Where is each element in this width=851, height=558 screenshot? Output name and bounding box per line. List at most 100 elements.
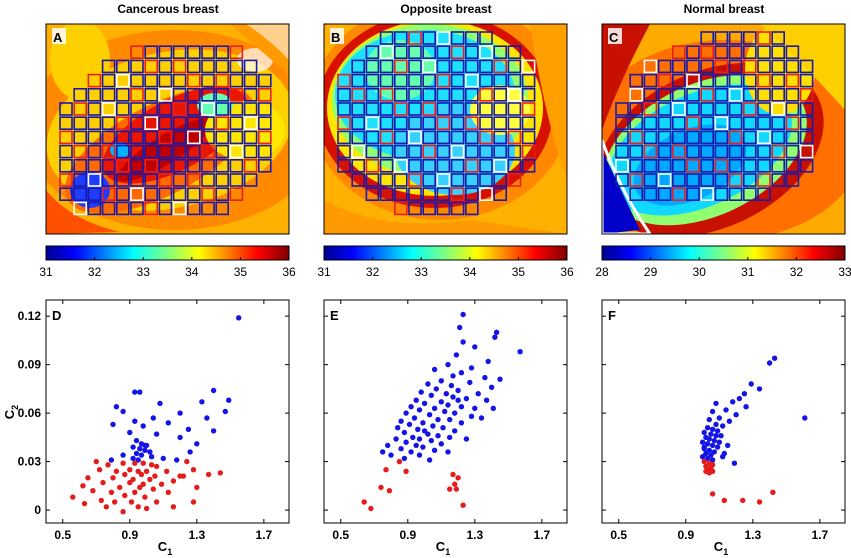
scatter-point-blue bbox=[713, 433, 719, 439]
scatter-point-blue bbox=[148, 454, 155, 460]
scatter-point-blue bbox=[766, 360, 773, 366]
roi-square bbox=[73, 187, 87, 201]
roi-square bbox=[450, 130, 465, 145]
scatter-point-red bbox=[180, 473, 187, 479]
scatter-point-blue bbox=[714, 444, 721, 450]
scatter-point-red bbox=[708, 467, 714, 473]
scatter-point-blue bbox=[463, 395, 470, 402]
roi-square bbox=[671, 130, 686, 145]
roi-square bbox=[728, 130, 743, 145]
roi-square bbox=[337, 73, 351, 88]
scatter-point-blue bbox=[482, 374, 488, 381]
roi-square bbox=[479, 144, 493, 159]
roi-square bbox=[671, 88, 686, 102]
roi-square bbox=[700, 116, 715, 130]
roi-square bbox=[229, 59, 244, 74]
scatter-point-blue bbox=[413, 397, 419, 403]
xlabel-e: C1 bbox=[436, 539, 450, 557]
roi-square bbox=[742, 45, 757, 60]
roi-square bbox=[714, 45, 729, 60]
roi-square bbox=[393, 59, 408, 74]
roi-square bbox=[351, 102, 366, 116]
roi-square bbox=[144, 173, 158, 187]
roi-square bbox=[365, 59, 380, 74]
roi-square bbox=[116, 173, 130, 187]
roi-square bbox=[728, 59, 743, 74]
colorbar-tick-label: 28 bbox=[595, 265, 609, 279]
scatter-point-blue bbox=[711, 449, 717, 455]
scatter-point-blue bbox=[380, 449, 386, 455]
roi-square bbox=[686, 59, 700, 74]
scatter-point-red bbox=[140, 460, 146, 466]
roi-square bbox=[379, 31, 394, 45]
roi-square bbox=[408, 45, 422, 60]
colorbar-tick-label: 32 bbox=[790, 265, 804, 279]
scatter-point-blue bbox=[210, 387, 217, 394]
scatter-point-blue bbox=[410, 434, 416, 441]
xlabel-f-subscript: 1 bbox=[723, 547, 728, 557]
roi-square bbox=[379, 144, 394, 159]
roi-square bbox=[172, 130, 187, 145]
scatter-point-blue bbox=[137, 389, 143, 395]
panel-letter: E bbox=[330, 308, 339, 323]
roi-square bbox=[172, 201, 187, 216]
roi-square bbox=[365, 130, 380, 145]
roi-square bbox=[643, 159, 658, 173]
roi-square bbox=[479, 59, 493, 74]
roi-square bbox=[422, 116, 437, 130]
scatter-point-red bbox=[93, 458, 100, 465]
roi-square bbox=[686, 159, 700, 173]
colorbar-a bbox=[45, 245, 290, 261]
roi-square bbox=[714, 31, 729, 45]
roi-square bbox=[436, 116, 451, 130]
scatter-point-blue bbox=[748, 381, 754, 387]
scatter-point-blue bbox=[452, 410, 458, 416]
roi-square bbox=[130, 173, 144, 187]
scatter-plot-f: 0.5 0.9 1.3 1.7 F bbox=[601, 299, 846, 542]
roi-square bbox=[130, 187, 144, 201]
roi-square bbox=[785, 173, 800, 187]
roi-square bbox=[436, 130, 451, 145]
scatter-point-blue bbox=[425, 381, 431, 387]
roi-square bbox=[422, 159, 437, 173]
scatter-point-blue bbox=[398, 418, 404, 424]
roi-square bbox=[158, 88, 173, 102]
roi-square bbox=[257, 159, 272, 173]
roi-square bbox=[257, 130, 272, 145]
roi-square bbox=[116, 73, 130, 88]
roi-square bbox=[521, 159, 536, 173]
roi-square bbox=[728, 173, 743, 187]
scatter-point-blue bbox=[108, 457, 115, 463]
scatter-point-blue bbox=[714, 428, 721, 434]
roi-square bbox=[187, 144, 201, 159]
roi-square bbox=[657, 116, 672, 130]
roi-square bbox=[201, 159, 215, 173]
roi-square bbox=[629, 173, 644, 187]
roi-square bbox=[799, 59, 814, 74]
scatter-point-red bbox=[96, 467, 103, 473]
roi-square bbox=[742, 187, 757, 201]
scatter-point-blue bbox=[704, 425, 711, 431]
roi-square bbox=[493, 73, 508, 88]
roi-square bbox=[116, 102, 130, 116]
roi-square bbox=[771, 45, 786, 60]
scatter-point-blue bbox=[138, 452, 145, 458]
scatter-point-blue bbox=[493, 329, 500, 335]
roi-grid-a bbox=[59, 45, 272, 216]
roi-square bbox=[87, 201, 102, 216]
roi-square bbox=[408, 73, 422, 88]
scatter-point-red bbox=[138, 471, 145, 478]
roi-square bbox=[742, 130, 757, 145]
scatter-point-red bbox=[701, 458, 707, 465]
roi-square bbox=[144, 102, 158, 116]
roi-square bbox=[172, 59, 187, 74]
scatter-point-blue bbox=[177, 410, 183, 416]
scatter-point-blue bbox=[435, 416, 441, 423]
roi-square bbox=[59, 102, 73, 116]
colorbar-tick-label: 33 bbox=[838, 265, 851, 279]
roi-square bbox=[700, 173, 715, 187]
roi-square bbox=[215, 59, 229, 74]
scatter-point-blue bbox=[120, 408, 126, 415]
roi-square bbox=[643, 102, 658, 116]
roi-square bbox=[187, 73, 201, 88]
